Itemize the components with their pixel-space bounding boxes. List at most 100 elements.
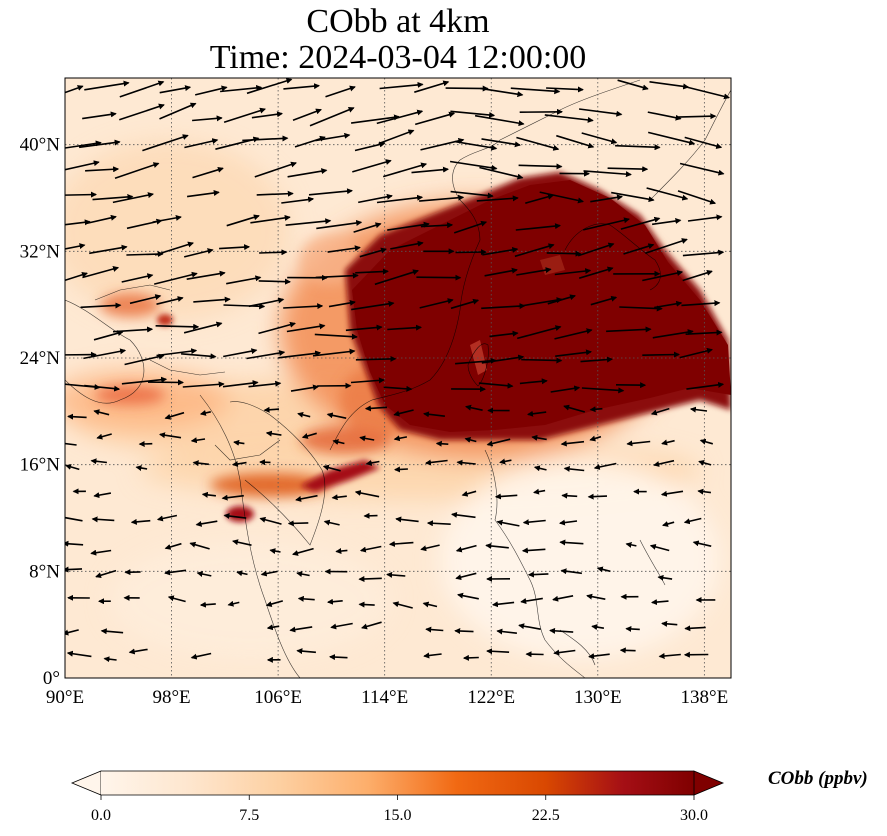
wind-arrow-371 [128, 648, 148, 655]
wind-arrow-222 [465, 404, 483, 411]
wind-arrow-164 [155, 323, 200, 330]
wind-arrow-169 [345, 324, 383, 332]
wind-arrow-340 [265, 600, 284, 607]
wind-arrow-47 [454, 140, 498, 151]
wind-arrow-182 [223, 348, 258, 358]
wind-arrow-61 [352, 159, 392, 173]
wind-arrow-26 [350, 114, 400, 124]
wind-arrow-54 [684, 136, 723, 149]
wind-arrow-19 [119, 103, 165, 121]
wind-arrow-352 [651, 599, 669, 606]
wind-arrow-215 [199, 409, 211, 416]
wind-arrow-99 [420, 222, 454, 229]
wind-arrow-239 [393, 435, 408, 442]
wind-arrow-57 [114, 162, 160, 180]
wind-arrow-356 [266, 624, 280, 631]
wind-arrow-282 [91, 516, 115, 523]
wind-arrow-219 [364, 405, 388, 412]
wind-arrow-81 [450, 190, 494, 199]
wind-arrow-88 [677, 190, 717, 205]
wind-arrow-321 [196, 571, 212, 577]
wind-arrow-198 [182, 381, 225, 388]
wind-arrow-314 [625, 541, 637, 548]
wind-arrow-201 [290, 384, 319, 392]
wind-arrow-36 [65, 140, 102, 149]
wind-arrow-269 [221, 494, 244, 501]
wind-arrow-211 [686, 381, 725, 390]
wind-arrow-327 [386, 571, 406, 578]
wind-arrow-283 [130, 518, 151, 525]
wind-arrow-95 [285, 218, 332, 226]
colorbar-extend-min [70, 770, 102, 796]
wind-arrow-286 [223, 513, 247, 519]
wind-arrow-317 [65, 566, 83, 573]
map-title: CObb at 4km [306, 3, 490, 40]
wind-arrow-69 [607, 166, 649, 173]
wind-arrow-123 [645, 238, 688, 254]
wind-arrow-33 [578, 108, 623, 117]
wind-arrow-372 [190, 652, 212, 660]
wind-arrow-262 [563, 465, 585, 472]
wind-arrow-157 [547, 294, 576, 305]
wind-arrow-214 [164, 411, 185, 420]
wind-arrow-284 [156, 514, 178, 522]
wind-arrow-30 [474, 114, 525, 127]
wind-arrow-49 [516, 136, 560, 151]
wind-arrow-203 [350, 377, 385, 384]
latitude-tick-labels: 0° 8°N 16°N 24°N 32°N 40°N [20, 135, 61, 689]
cobb-field [65, 78, 731, 678]
wind-arrow-320 [164, 569, 187, 576]
wind-arrow-265 [698, 459, 712, 466]
wind-arrow-344 [392, 601, 413, 609]
wind-arrow-260 [499, 458, 512, 465]
wind-arrow-374 [296, 648, 316, 655]
wind-arrow-87 [646, 187, 689, 201]
wind-arrow-346 [457, 592, 479, 600]
wind-arrow-233 [190, 437, 206, 444]
wind-arrow-243 [531, 434, 547, 441]
wind-arrow-126 [82, 266, 120, 279]
wind-arrow-291 [395, 516, 419, 523]
wind-arrow-217 [297, 411, 311, 418]
wind-arrow-58 [192, 166, 224, 179]
wind-arrow-176 [685, 329, 723, 336]
wind-arrow-368 [684, 625, 706, 632]
colorbar-gradient [101, 771, 694, 795]
wind-arrow-21 [192, 115, 223, 122]
wind-arrow-16 [649, 81, 690, 90]
wind-arrow-127 [121, 273, 154, 283]
wind-arrow-77 [308, 188, 353, 196]
wind-arrow-85 [590, 194, 623, 203]
wind-arrow-185 [312, 348, 356, 357]
wind-arrow-34 [647, 111, 682, 121]
wind-arrow-59 [254, 161, 297, 178]
wind-arrow-55 [65, 160, 100, 171]
wind-arrow-183 [246, 350, 286, 360]
wind-arrow-35 [677, 113, 717, 120]
wind-arrow-3 [159, 85, 192, 94]
wind-arrow-378 [486, 648, 510, 655]
wind-arrow-120 [546, 250, 582, 257]
wind-arrow-298 [683, 517, 702, 525]
map-subtitle: Time: 2024-03-04 12:00:00 [209, 39, 587, 76]
wind-arrow-324 [296, 571, 310, 577]
wind-arrow-366 [625, 625, 640, 632]
wind-arrow-17 [682, 85, 730, 100]
wind-arrow-94 [250, 214, 291, 224]
wind-arrow-268 [201, 491, 216, 498]
wind-arrow-115 [390, 240, 424, 250]
wind-arrow-29 [450, 110, 496, 118]
colorbar-tick-label-1: 7.5 [239, 807, 259, 824]
wind-arrow-113 [327, 245, 361, 253]
wind-arrow-315 [649, 543, 670, 552]
wind-arrow-191 [580, 356, 613, 363]
wind-arrow-263 [593, 462, 617, 470]
wind-arrow-200 [248, 380, 282, 388]
wind-arrow-381 [588, 653, 610, 660]
wind-arrow-119 [514, 243, 555, 258]
wind-arrow-343 [358, 601, 375, 608]
wind-arrow-180 [156, 348, 198, 357]
wind-arrow-338 [199, 601, 216, 608]
wind-arrow-109 [154, 241, 194, 256]
wind-arrow-44 [354, 141, 386, 152]
